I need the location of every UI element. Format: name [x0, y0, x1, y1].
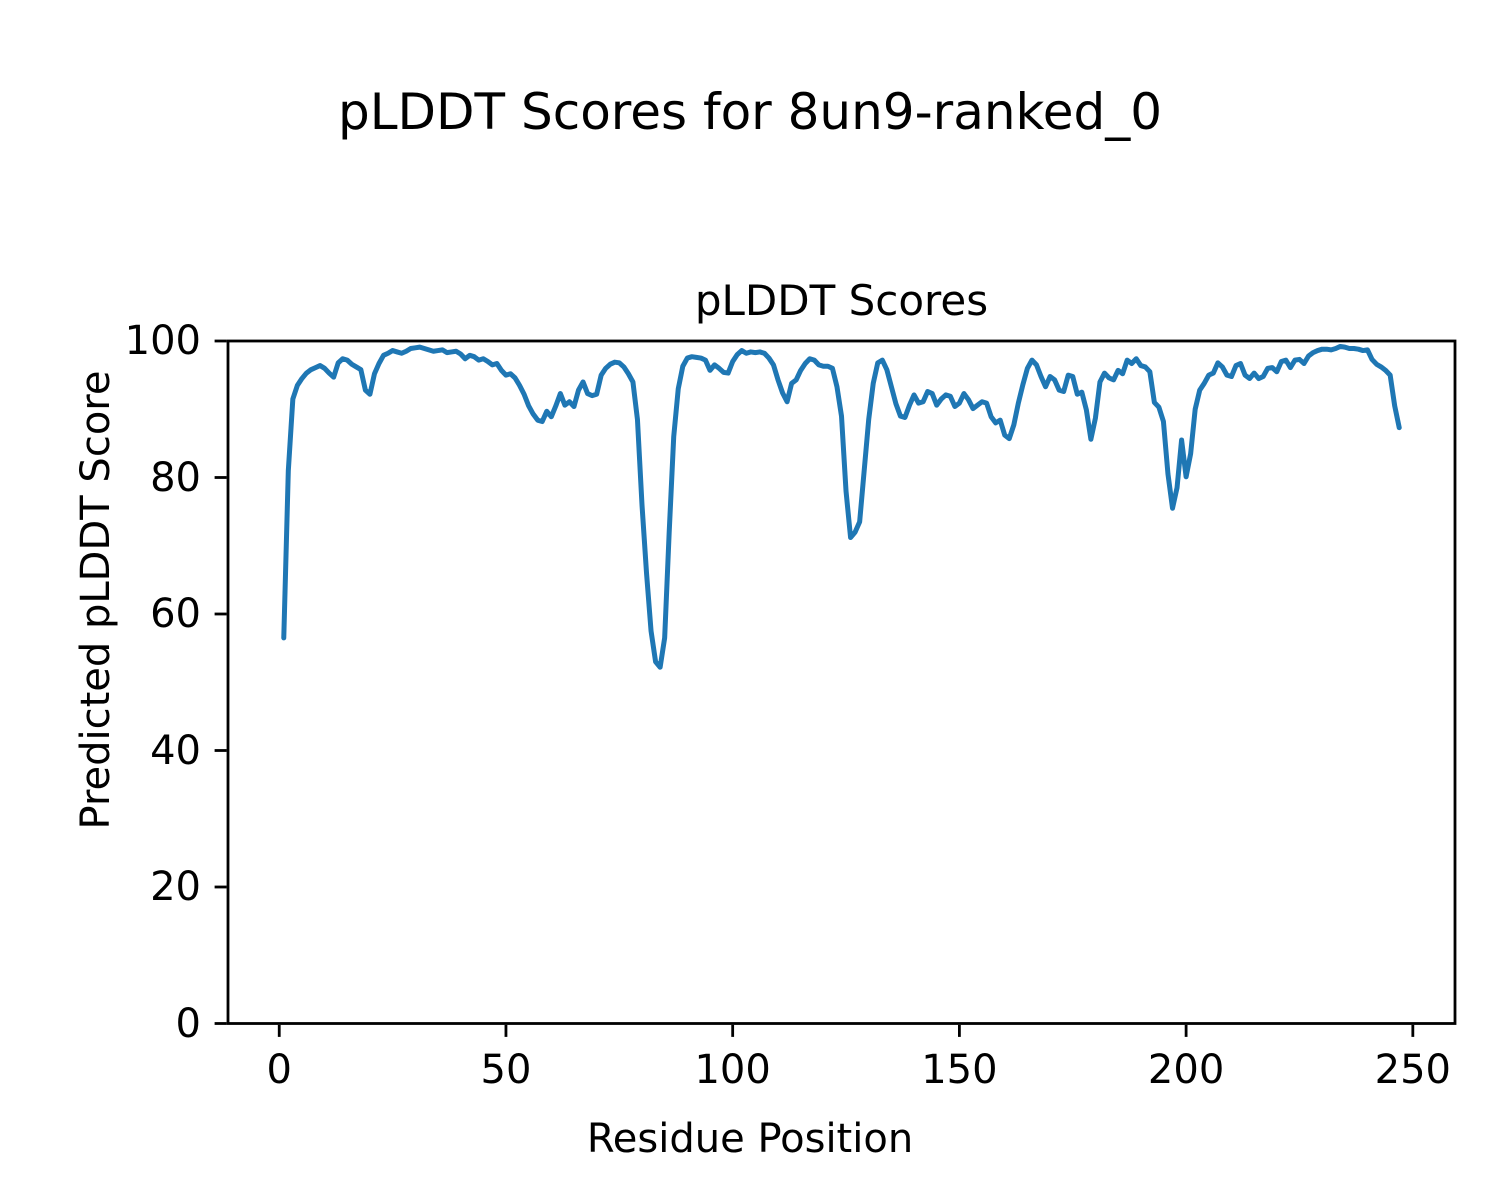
figure-title: pLDDT Scores for 8un9-ranked_0	[337, 83, 1163, 141]
x-tick-label: 50	[480, 1047, 532, 1093]
axes-title: pLDDT Scores	[694, 276, 989, 325]
x-tick-label: 0	[266, 1047, 292, 1093]
y-tick-label: 40	[150, 727, 201, 774]
x-tick-label: 250	[1374, 1047, 1451, 1093]
axes-spines	[226, 339, 1457, 1025]
plddt-line	[281, 343, 1402, 670]
y-tick-label: 20	[150, 864, 201, 910]
y-tick-label: 100	[124, 318, 201, 364]
x-tick-label: 150	[921, 1047, 998, 1093]
x-axis-label: Residue Position	[586, 1116, 914, 1162]
y-tick-label: 0	[175, 1000, 201, 1047]
y-tick-label: 60	[150, 591, 201, 637]
y-tick-label: 80	[150, 454, 201, 501]
x-tick-label: 200	[1147, 1047, 1225, 1093]
x-tick-label: 100	[694, 1047, 771, 1093]
